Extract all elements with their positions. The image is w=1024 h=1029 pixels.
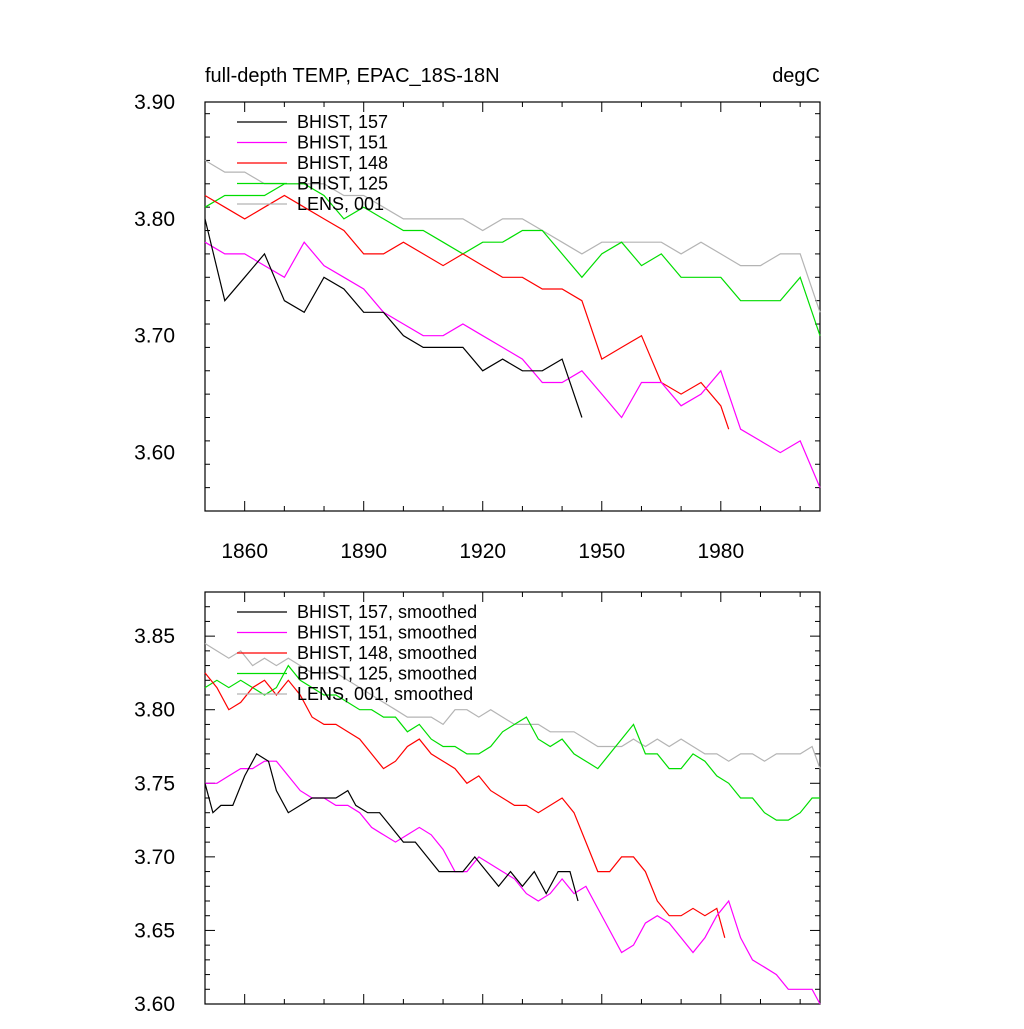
y-tick-label: 3.70 — [134, 325, 175, 348]
y-tick-label: 3.60 — [134, 442, 175, 465]
legend-label: BHIST, 151, smoothed — [297, 623, 477, 643]
x-tick-label: 1980 — [697, 540, 744, 563]
series-line — [204, 664, 820, 821]
top-panel: 3.60 3.70 3.80 3.90 1860 1890 1920 1950 1980 full… — [134, 65, 821, 563]
legend-label: BHIST, 151 — [297, 133, 388, 153]
bottom-panel: 3.60 3.65 3.70 3.75 3.80 3.85 BHIST, 157, smoo… — [134, 591, 821, 1016]
y-tick-label: 3.60 — [134, 993, 175, 1016]
legend-label: BHIST, 157 — [297, 112, 388, 132]
y-tick-label: 3.90 — [134, 91, 175, 114]
series-line — [205, 760, 821, 1005]
y-tick-label: 3.85 — [134, 625, 175, 648]
series-line — [204, 753, 579, 902]
legend-label: BHIST, 125 — [297, 174, 388, 194]
x-tick-label: 1920 — [459, 540, 506, 563]
legend-label: BHIST, 125, smoothed — [297, 664, 477, 684]
legend-label: LENS, 001 — [297, 194, 384, 214]
series-line — [204, 672, 726, 938]
series-line — [204, 218, 583, 418]
x-tick-label: 1950 — [578, 540, 625, 563]
y-tick-label: 3.75 — [134, 772, 175, 795]
units-label: degC — [772, 65, 820, 87]
y-tick-label: 3.65 — [134, 919, 175, 942]
legend-label: LENS, 001, smoothed — [297, 684, 473, 704]
x-tick-label: 1890 — [340, 540, 387, 563]
y-tick-label: 3.80 — [134, 699, 175, 722]
legend-label: BHIST, 148, smoothed — [297, 643, 477, 663]
chart-title: full-depth TEMP, EPAC_18S-18N — [205, 65, 500, 87]
series-line — [204, 241, 821, 488]
series-line — [204, 159, 821, 313]
x-tick-label: 1860 — [221, 540, 268, 563]
y-tick-label: 3.80 — [134, 208, 175, 231]
series-line — [204, 183, 821, 336]
legend-label: BHIST, 148 — [297, 153, 388, 173]
y-tick-label: 3.70 — [134, 846, 175, 869]
plot-frame — [204, 101, 821, 512]
legend-label: BHIST, 157, smoothed — [297, 602, 477, 622]
series-line — [204, 194, 730, 430]
